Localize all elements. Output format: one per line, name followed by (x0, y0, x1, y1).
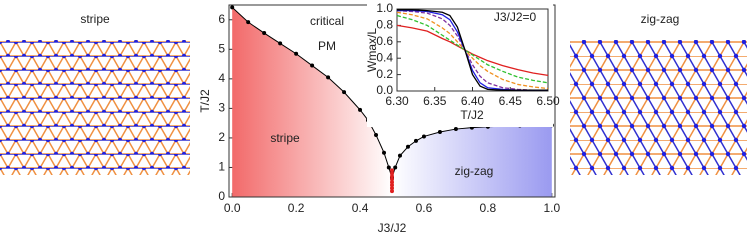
y-tick-label: 1.0 (376, 1, 393, 15)
inset-x-label: T/J2 (460, 108, 484, 122)
series-line (231, 6, 393, 178)
data-point (310, 63, 315, 68)
x-axis-label: J3/J2 (378, 221, 407, 235)
data-point (358, 107, 363, 112)
y-axis-label: T/J2 (198, 89, 212, 113)
plot-frame (396, 8, 549, 92)
x-tick-label: 0.8 (480, 201, 497, 215)
x-tick-label: 1.0 (543, 201, 560, 215)
y-tick-label: 4 (218, 71, 225, 85)
data-point (390, 174, 394, 179)
series-line (397, 9, 548, 91)
data-point (413, 138, 418, 143)
data-point (437, 130, 442, 135)
series-line (396, 14, 549, 84)
data-point (386, 165, 391, 170)
phase-region (392, 125, 552, 197)
x-tick-label: 0.0 (224, 201, 241, 215)
data-point (342, 90, 347, 95)
inset-y-label: Wmax/L (365, 28, 379, 72)
y-tick-label: 6 (218, 12, 225, 26)
x-tick-label: 0.2 (288, 201, 305, 215)
panel-title: zig-zag (641, 12, 680, 26)
data-point (262, 31, 267, 36)
stripe-lattice (0, 40, 190, 175)
x-tick-label: 6.50 (536, 94, 560, 108)
y-tick-label: 0.4 (376, 50, 393, 64)
data-point (374, 132, 379, 137)
data-point (390, 168, 394, 173)
data-point (405, 144, 410, 149)
zigzag-lattice (570, 40, 747, 175)
panel-title: stripe (80, 12, 110, 26)
series-line (396, 11, 549, 90)
data-point (390, 171, 394, 176)
data-point (326, 75, 331, 80)
data-point (278, 41, 283, 46)
y-tick-label: 5 (218, 41, 225, 55)
inset-annotation: J3/J2=0 (494, 10, 537, 24)
data-point (390, 189, 394, 194)
y-tick-label: 2 (218, 130, 225, 144)
y-tick-label: 3 (218, 101, 225, 115)
data-point (390, 177, 394, 182)
data-point (390, 183, 394, 188)
x-tick-label: 0.4 (352, 201, 369, 215)
region-label: PM (318, 39, 336, 53)
data-point (390, 186, 394, 191)
data-point (393, 165, 398, 170)
data-point (230, 5, 235, 10)
x-tick-label: 6.30 (385, 94, 409, 108)
x-tick-label: 6.40 (461, 94, 485, 108)
data-point (390, 180, 394, 185)
data-point (246, 20, 251, 25)
data-point (397, 153, 402, 158)
y-tick-label: 0.6 (376, 34, 393, 48)
y-tick-label: 0.8 (376, 18, 393, 32)
y-tick-label: 0.2 (376, 67, 393, 81)
y-tick-label: 1 (218, 160, 225, 174)
data-point (382, 150, 387, 155)
region-label: zig-zag (455, 164, 494, 178)
data-point (453, 127, 458, 132)
y-tick-label: 0.0 (376, 83, 393, 97)
x-tick-label: 6.45 (499, 94, 523, 108)
series-line (396, 9, 548, 91)
x-tick-label: 0.6 (416, 201, 433, 215)
region-label: critical (310, 14, 344, 28)
data-point (294, 51, 299, 56)
y-tick-label: 0 (218, 189, 225, 203)
region-label: stripe (270, 131, 300, 145)
x-tick-label: 6.35 (423, 94, 447, 108)
data-point (421, 134, 426, 139)
phase-region (232, 7, 392, 197)
